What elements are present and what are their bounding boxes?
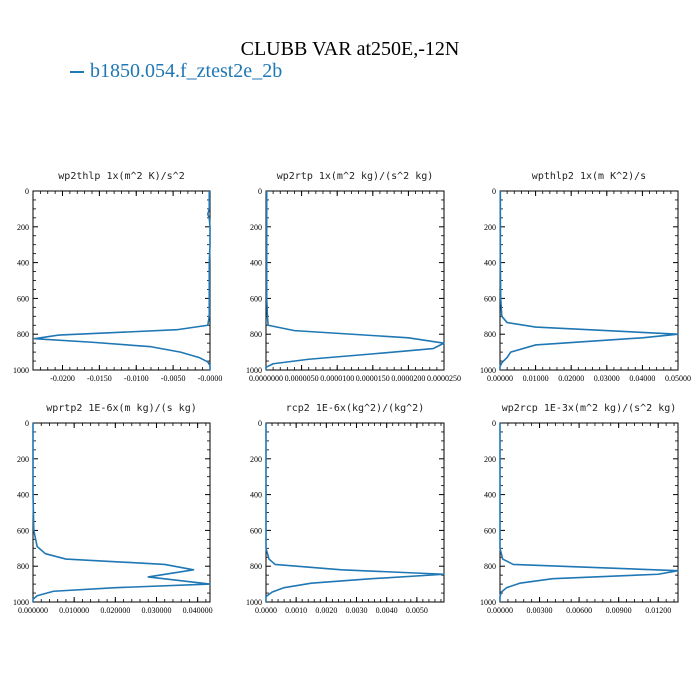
- legend-label: b1850.054.f_ztest2e_2b: [90, 60, 283, 82]
- x-tick-label: -0.0150: [87, 374, 112, 383]
- y-tick-label: 800: [484, 330, 496, 339]
- x-tick-label: 0.01000: [523, 374, 549, 383]
- y-tick-label: 400: [250, 491, 262, 500]
- y-tick-label: 0: [25, 187, 29, 196]
- y-tick-label: 400: [17, 259, 29, 268]
- y-tick-label: 1000: [480, 598, 496, 607]
- x-tick-label: 0.030000: [141, 606, 171, 615]
- x-tick-label: 0.010000: [59, 606, 89, 615]
- y-tick-label: 600: [484, 526, 496, 535]
- x-tick-label: 0.000000: [18, 606, 48, 615]
- y-tick-label: 600: [17, 526, 29, 535]
- panel-3: wpthlp2 1x(m K^2)/s 0 200 400 600 800 10000.00…: [480, 171, 691, 383]
- plot-frame: [499, 190, 679, 371]
- series-line: [33, 191, 211, 370]
- series-line: [265, 423, 445, 602]
- x-tick-label: 0.0000200: [391, 374, 425, 383]
- x-tick-label: 0.00900: [606, 606, 632, 615]
- y-tick-label: 200: [484, 223, 496, 232]
- x-tick-label: 0.0010: [285, 606, 307, 615]
- x-tick-label: 0.0000050: [285, 374, 319, 383]
- y-tick-label: 800: [250, 562, 262, 571]
- y-tick-label: 600: [17, 294, 29, 303]
- x-tick-label: -0.0050: [161, 374, 186, 383]
- y-tick-label: 1000: [13, 366, 29, 375]
- x-tick-label: 0.020000: [100, 606, 130, 615]
- x-tick-label: 0.0000000: [249, 374, 283, 383]
- x-tick-label: 0.00300: [527, 606, 553, 615]
- y-tick-label: 200: [17, 455, 29, 464]
- y-tick-label: 200: [17, 223, 29, 232]
- x-tick-label: 0.00600: [566, 606, 592, 615]
- series-line: [499, 423, 679, 602]
- x-tick-label: 0.0000100: [320, 374, 354, 383]
- x-tick-label: 0.03000: [594, 374, 620, 383]
- x-tick-label: 0.00000: [487, 374, 513, 383]
- x-tick-label: 0.0000150: [356, 374, 390, 383]
- legend-swatch: [70, 71, 84, 74]
- page-title: CLUBB VAR at250E,-12N: [240, 38, 460, 60]
- panel-title: wprtp2 1E-6x(m kg)/(s kg): [46, 403, 197, 414]
- y-tick-label: 200: [484, 455, 496, 464]
- plot-frame: [32, 422, 211, 603]
- series-line: [265, 191, 445, 370]
- y-tick-label: 200: [250, 455, 262, 464]
- x-tick-label: 0.0020: [315, 606, 337, 615]
- y-tick-label: 0: [25, 419, 29, 428]
- x-tick-label: 0.0000250: [427, 374, 461, 383]
- y-tick-label: 800: [17, 562, 29, 571]
- x-tick-label: 0.0000: [255, 606, 277, 615]
- y-tick-label: 1000: [480, 366, 496, 375]
- plot-frame: [32, 190, 211, 371]
- y-tick-label: 800: [250, 330, 262, 339]
- panel-title: wpthlp2 1x(m K^2)/s: [532, 171, 646, 182]
- x-tick-label: -0.0200: [50, 374, 75, 383]
- y-tick-label: 400: [484, 491, 496, 500]
- x-tick-label: 0.00000: [487, 606, 513, 615]
- panel-2: wp2rtp 1x(m^2 kg)/(s^2 kg) 0 200 400 600 800 1…: [246, 171, 461, 383]
- panel-6: wp2rcp 1E-3x(m^2 kg)/(s^2 kg) 0 200 400 600 8…: [480, 403, 679, 615]
- x-tick-label: 0.04000: [629, 374, 655, 383]
- x-tick-label: 0.05000: [665, 374, 691, 383]
- legend: b1850.054.f_ztest2e_2b: [70, 60, 282, 83]
- y-tick-label: 200: [250, 223, 262, 232]
- y-tick-label: 400: [250, 259, 262, 268]
- panel-title: wp2thlp 1x(m^2 K)/s^2: [58, 171, 184, 182]
- y-tick-label: 600: [250, 526, 262, 535]
- y-tick-label: 0: [258, 419, 262, 428]
- panel-4: wprtp2 1E-6x(m kg)/(s kg) 0 200 400 600 800 10…: [13, 403, 213, 615]
- series-line: [32, 423, 211, 602]
- y-tick-label: 1000: [13, 598, 29, 607]
- x-tick-label: 0.040000: [183, 606, 213, 615]
- x-tick-label: 0.02000: [558, 374, 584, 383]
- panel-1: wp2thlp 1x(m^2 K)/s^2 0 200 400 600 800 1000 -0…: [13, 171, 222, 383]
- x-tick-label: 0.0050: [406, 606, 428, 615]
- y-tick-label: 800: [484, 562, 496, 571]
- y-tick-label: 600: [250, 294, 262, 303]
- y-tick-label: 1000: [246, 366, 262, 375]
- y-tick-label: 1000: [246, 598, 262, 607]
- x-tick-label: -0.0100: [124, 374, 149, 383]
- panel-5: rcp2 1E-6x(kg^2)/(kg^2) 0 200 400 600 800 1000…: [246, 403, 445, 615]
- series-line: [499, 191, 679, 370]
- x-tick-label: 0.01200: [645, 606, 671, 615]
- y-tick-label: 400: [17, 491, 29, 500]
- x-tick-label: -0.0000: [198, 374, 223, 383]
- panel-title: wp2rtp 1x(m^2 kg)/(s^2 kg): [277, 171, 434, 182]
- x-tick-label: 0.0030: [346, 606, 368, 615]
- y-tick-label: 800: [17, 330, 29, 339]
- panel-title: rcp2 1E-6x(kg^2)/(kg^2): [286, 403, 424, 414]
- y-tick-label: 600: [484, 294, 496, 303]
- x-tick-label: 0.0040: [376, 606, 398, 615]
- y-tick-label: 0: [492, 419, 496, 428]
- panel-title: wp2rcp 1E-3x(m^2 kg)/(s^2 kg): [502, 403, 677, 414]
- y-tick-label: 0: [258, 187, 262, 196]
- y-tick-label: 400: [484, 259, 496, 268]
- y-tick-label: 0: [492, 187, 496, 196]
- plot-frame: [265, 190, 445, 371]
